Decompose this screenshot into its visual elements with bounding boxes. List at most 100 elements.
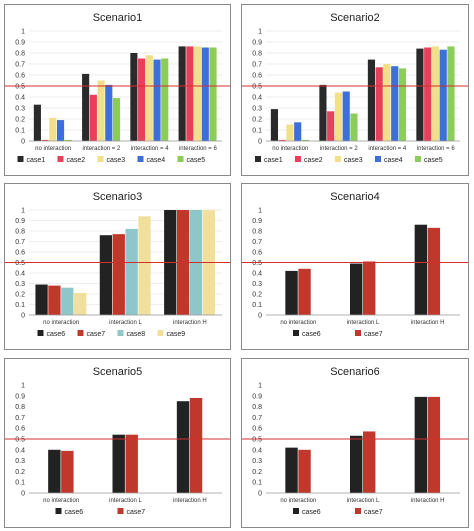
y-tick-label: 0.2: [15, 469, 25, 476]
y-tick-label: 0: [21, 139, 25, 146]
y-tick-label: 0.1: [252, 302, 262, 309]
chart-svg: Scenario4 0 0.1 0.2 0.3 0.4 0.5 0.6 0.7 0.8 0.9 1 no…: [242, 191, 468, 338]
chart-title: Scenario4: [330, 191, 380, 203]
y-tick-label: 0.7: [252, 62, 262, 69]
chart-title: Scenario3: [93, 191, 143, 203]
y-tick-label: 0.6: [252, 426, 262, 433]
bar-case2: [424, 47, 432, 141]
y-tick-label: 0.2: [252, 292, 262, 299]
chart-panel-scenario6: Scenario6 0 0.1 0.2 0.3 0.4 0.5 0.6 0.7 0.8 0.9 1 no…: [241, 358, 469, 528]
bar-case6: [112, 434, 125, 493]
y-tick-label: 0.2: [15, 117, 25, 124]
bar-case8: [125, 228, 138, 315]
y-tick-label: 0.4: [252, 447, 262, 454]
chart-svg: Scenario2 0 0.1 0.2 0.3 0.4 0.5 0.6 0.7 0.8 0.9 1 no…: [242, 12, 468, 164]
x-category-label: no interaction: [43, 320, 79, 326]
legend-label-case3: case3: [107, 157, 126, 164]
legend-label-case8: case8: [127, 331, 146, 338]
bar-case1: [416, 48, 424, 141]
x-category-label: interaction = 4: [368, 146, 407, 152]
bar-case2: [186, 46, 194, 141]
chart-title: Scenario2: [330, 12, 380, 24]
legend-swatch-case3: [97, 156, 104, 162]
x-category-label: no interaction: [272, 146, 308, 152]
legend-swatch-case7: [355, 330, 361, 336]
bar-case6: [285, 270, 298, 315]
chart-title: Scenario6: [330, 366, 380, 378]
legend-swatch-case6: [293, 508, 299, 514]
y-tick-label: 1: [258, 383, 262, 390]
bar-case4: [391, 66, 399, 141]
legend-label-case7: case7: [127, 509, 146, 516]
legend-swatch-case2: [295, 156, 301, 162]
bar-case5: [64, 139, 72, 141]
legend-label-case2: case2: [304, 157, 323, 164]
bar-case4: [439, 49, 447, 142]
legend-swatch-case6: [55, 508, 62, 514]
legend-swatch-case7: [77, 330, 84, 336]
y-tick-label: 1: [21, 383, 25, 390]
bar-case5: [161, 58, 169, 141]
x-category-label: no interaction: [280, 498, 316, 504]
x-category-label: interaction = 2: [320, 146, 359, 152]
legend-swatch-case5: [177, 156, 184, 162]
bar-case4: [105, 84, 113, 141]
legend-swatch-case7: [355, 508, 361, 514]
y-tick-label: 1: [21, 29, 25, 36]
bar-case4: [342, 91, 350, 141]
legend-label-case5: case5: [187, 157, 206, 164]
y-tick-label: 0.8: [252, 51, 262, 58]
y-tick-label: 0.6: [252, 250, 262, 257]
y-tick-label: 0.5: [15, 260, 25, 267]
y-tick-label: 0.7: [15, 62, 25, 69]
bar-case7: [189, 397, 203, 493]
y-tick-label: 0.8: [252, 404, 262, 411]
bar-case7: [363, 431, 376, 493]
legend-label-case6: case6: [302, 509, 321, 516]
legend-swatch-case1: [17, 156, 24, 162]
legend-label-case1: case1: [27, 157, 46, 164]
bar-case2: [138, 58, 146, 141]
x-category-label: interaction = 4: [131, 146, 170, 152]
y-tick-label: 0.4: [15, 447, 25, 454]
legend-label-case4: case4: [384, 157, 403, 164]
legend-label-case3: case3: [344, 157, 363, 164]
y-tick-label: 0.9: [252, 40, 262, 47]
bar-case4: [56, 120, 65, 141]
x-category-label: interaction L: [347, 498, 380, 504]
x-category-label: interaction = 6: [417, 146, 456, 152]
legend-swatch-case8: [117, 330, 124, 336]
chart-svg: Scenario5 0 0.1 0.2 0.3 0.4 0.5 0.6 0.7 0.8 0.9 1 no…: [5, 366, 230, 516]
legend-swatch-case7: [117, 508, 124, 514]
y-tick-label: 0.1: [252, 128, 262, 135]
y-tick-label: 0.5: [252, 84, 262, 91]
legend-label-case1: case1: [264, 157, 283, 164]
y-tick-label: 0.8: [15, 229, 25, 236]
legend-swatch-case6: [293, 330, 299, 336]
y-tick-label: 0: [258, 313, 262, 320]
y-tick-label: 0.1: [15, 128, 25, 135]
chart-title: Scenario5: [93, 366, 143, 378]
legend-label-case6: case6: [302, 331, 321, 338]
bar-case6: [414, 224, 428, 315]
bar-case3: [383, 64, 391, 141]
bar-case7: [48, 285, 61, 315]
y-tick-label: 0.2: [15, 292, 25, 299]
bar-case1: [319, 84, 327, 141]
y-tick-label: 0.4: [252, 271, 262, 278]
legend-label-case7: case7: [364, 509, 383, 516]
bar-case5: [398, 68, 407, 141]
chart-panel-scenario1: Scenario1 0 0.1 0.2 0.3 0.4 0.5 0.6 0.7 0.8 0.9 1 no…: [4, 4, 231, 176]
x-category-label: interaction H: [411, 498, 445, 504]
bar-case4: [294, 122, 302, 141]
bar-case7: [427, 227, 441, 315]
bar-case1: [367, 59, 376, 141]
legend-swatch-case1: [255, 156, 261, 162]
bar-case2: [41, 139, 49, 141]
bar-case3: [97, 80, 105, 141]
x-category-label: interaction H: [173, 320, 207, 326]
y-tick-label: 0.3: [252, 458, 262, 465]
bar-case3: [286, 124, 294, 141]
x-category-label: interaction L: [347, 320, 380, 326]
y-tick-label: 0.3: [252, 106, 262, 113]
